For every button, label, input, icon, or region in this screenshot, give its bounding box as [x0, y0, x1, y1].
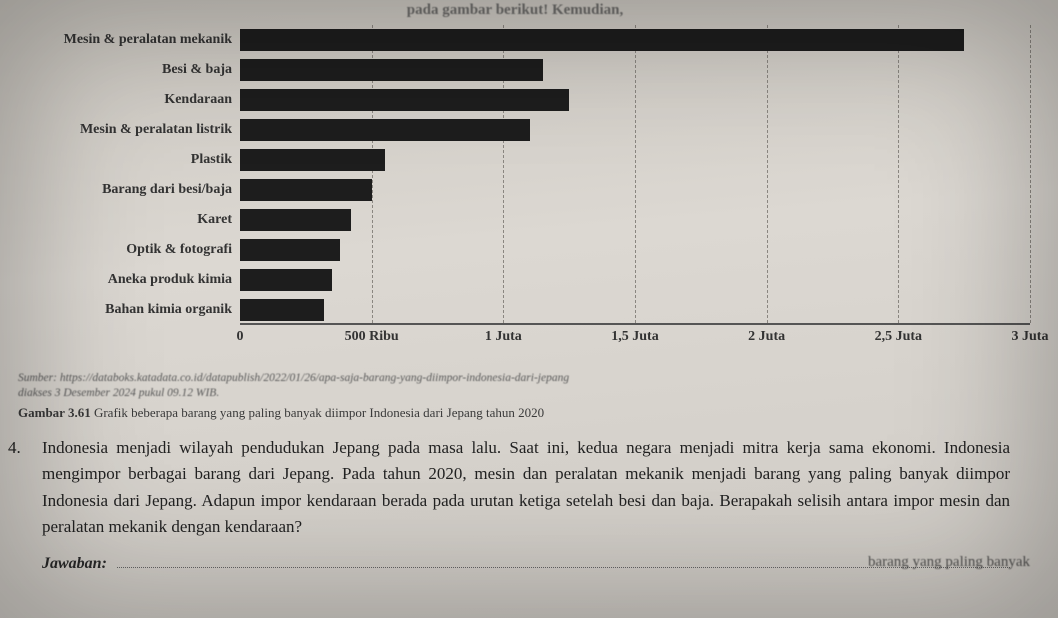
y-axis-label: Mesin & peralatan mekanik	[10, 25, 240, 55]
bar	[240, 179, 372, 201]
answer-line: Jawaban:	[42, 550, 1010, 573]
bars-container	[240, 25, 1030, 325]
bar	[240, 299, 324, 321]
answer-label: Jawaban:	[42, 555, 107, 573]
bar-row	[240, 85, 1030, 115]
bar	[240, 119, 530, 141]
x-axis: 0500 Ribu1 Juta1,5 Juta2 Juta2,5 Juta3 J…	[240, 323, 1030, 363]
source-citation: Sumber: https://databoks.katadata.co.id/…	[18, 371, 1030, 401]
figure-caption: Gambar 3.61 Grafik beberapa barang yang …	[18, 405, 1030, 421]
source-line-1: Sumber: https://databoks.katadata.co.id/…	[18, 371, 1030, 386]
bar-row	[240, 265, 1030, 295]
y-axis-label: Optik & fotografi	[10, 235, 240, 265]
bar	[240, 149, 385, 171]
plot-area: 0500 Ribu1 Juta1,5 Juta2 Juta2,5 Juta3 J…	[240, 25, 1030, 325]
x-tick-label: 1 Juta	[485, 329, 522, 345]
x-tick-label: 2 Juta	[748, 329, 785, 345]
y-axis-label: Karet	[10, 205, 240, 235]
x-tick-label: 2,5 Juta	[875, 329, 922, 345]
y-axis-label: Plastik	[10, 145, 240, 175]
bar-row	[240, 295, 1030, 325]
x-tick-label: 0	[237, 329, 244, 345]
y-axis-label: Mesin & peralatan listrik	[10, 115, 240, 145]
y-axis-label: Barang dari besi/baja	[10, 175, 240, 205]
bar	[240, 269, 332, 291]
caption-label: Gambar 3.61	[18, 405, 91, 420]
bar	[240, 89, 569, 111]
bar	[240, 59, 543, 81]
bar	[240, 239, 340, 261]
source-line-2: diakses 3 Desember 2024 pukul 09.12 WIB.	[18, 386, 1030, 401]
bar-row	[240, 55, 1030, 85]
bar-row	[240, 205, 1030, 235]
x-tick-label: 500 Ribu	[345, 329, 399, 345]
bar-row	[240, 145, 1030, 175]
x-tick-label: 3 Juta	[1012, 329, 1049, 345]
question-text: Indonesia menjadi wilayah pendudukan Jep…	[42, 435, 1010, 540]
bar-chart: Mesin & peralatan mekanikBesi & bajaKend…	[0, 25, 1030, 325]
y-axis-label: Kendaraan	[10, 85, 240, 115]
gridline	[1030, 25, 1031, 323]
cutoff-header-text: pada gambar berikut! Kemudian,	[0, 0, 1030, 25]
bar-row	[240, 175, 1030, 205]
y-axis-label: Bahan kimia organik	[10, 295, 240, 325]
y-axis-label: Besi & baja	[10, 55, 240, 85]
bar	[240, 209, 351, 231]
x-tick-label: 1,5 Juta	[611, 329, 658, 345]
y-axis-label: Aneka produk kimia	[10, 265, 240, 295]
bar-row	[240, 115, 1030, 145]
bar-row	[240, 25, 1030, 55]
bar	[240, 29, 964, 51]
bar-row	[240, 235, 1030, 265]
y-axis-labels: Mesin & peralatan mekanikBesi & bajaKend…	[10, 25, 240, 325]
cutoff-footer-text: barang yang paling banyak	[868, 554, 1030, 571]
caption-text: Grafik beberapa barang yang paling banya…	[94, 405, 544, 420]
question-number: 4.	[8, 435, 42, 540]
question-block: 4. Indonesia menjadi wilayah pendudukan …	[8, 435, 1010, 540]
